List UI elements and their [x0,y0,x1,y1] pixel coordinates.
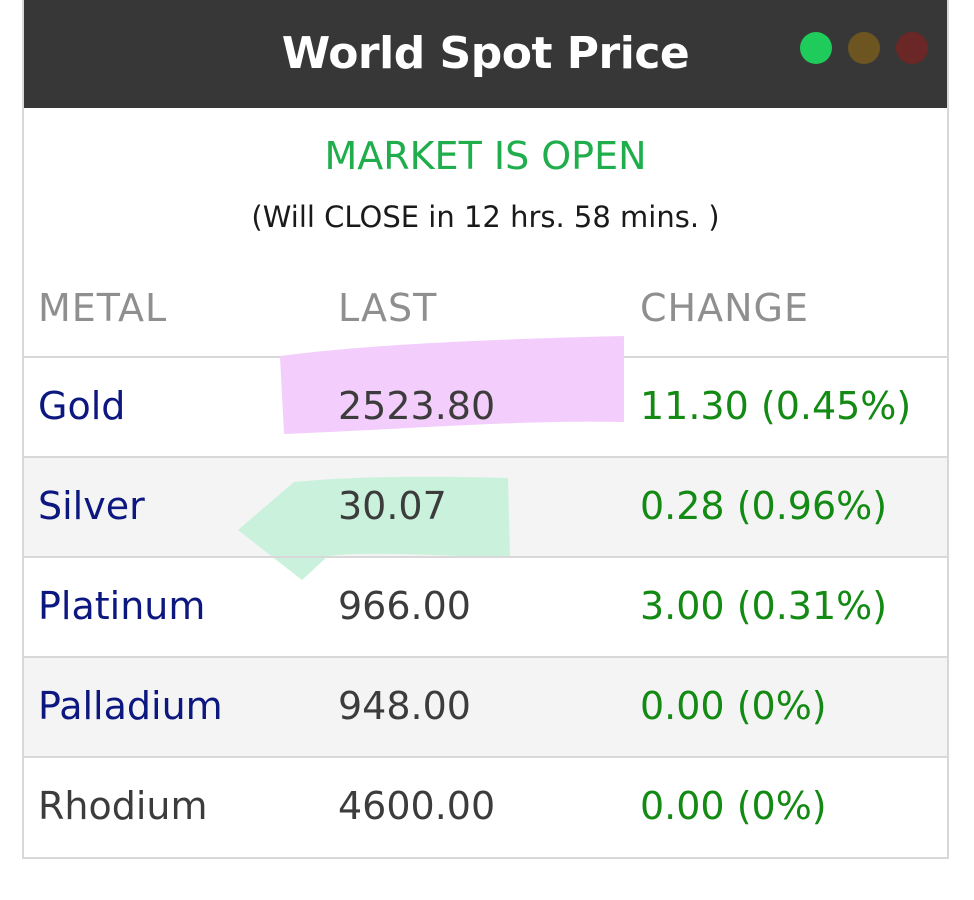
price-change: 3.00 (0.31%) [640,584,888,628]
metal-name[interactable]: Silver [38,484,145,528]
table-row-palladium[interactable]: Palladium 948.00 0.00 (0%) [24,656,947,756]
table-row-silver[interactable]: Silver 30.07 0.28 (0.96%) [24,456,947,580]
price-table: Gold 2523.80 11.30 (0.45%) Silver 30.07 … [24,336,947,856]
price-change: 0.00 (0%) [640,684,827,728]
table-row-platinum[interactable]: Platinum 966.00 3.00 (0.31%) [24,556,947,656]
market-status: MARKET IS OPEN [324,134,647,178]
column-header-metal: METAL [38,286,168,330]
table-row-rhodium[interactable]: Rhodium 4600.00 0.00 (0%) [24,756,947,856]
spot-price-widget: World Spot Price MARKET IS OPEN (Will CL… [22,0,949,859]
price-change: 11.30 (0.45%) [640,384,912,428]
price-change: 0.28 (0.96%) [640,484,888,528]
market-close-countdown: (Will CLOSE in 12 hrs. 58 mins. ) [251,200,720,234]
red-dot-icon [896,32,928,64]
metal-name: Rhodium [38,784,208,828]
last-price: 4600.00 [338,784,496,828]
widget-title: World Spot Price [281,28,690,79]
last-price: 948.00 [338,684,471,728]
green-dot-icon [800,32,832,64]
last-price: 30.07 [338,484,447,528]
metal-name[interactable]: Gold [38,384,126,428]
last-price: 966.00 [338,584,471,628]
column-header-last: LAST [338,286,438,330]
table-row-gold[interactable]: Gold 2523.80 11.30 (0.45%) [24,336,947,456]
metal-name[interactable]: Palladium [38,684,223,728]
yellow-dot-icon [848,32,880,64]
metal-name[interactable]: Platinum [38,584,206,628]
price-change: 0.00 (0%) [640,784,827,828]
widget-header: World Spot Price [24,0,947,108]
last-price: 2523.80 [338,384,496,428]
column-header-change: CHANGE [640,286,809,330]
